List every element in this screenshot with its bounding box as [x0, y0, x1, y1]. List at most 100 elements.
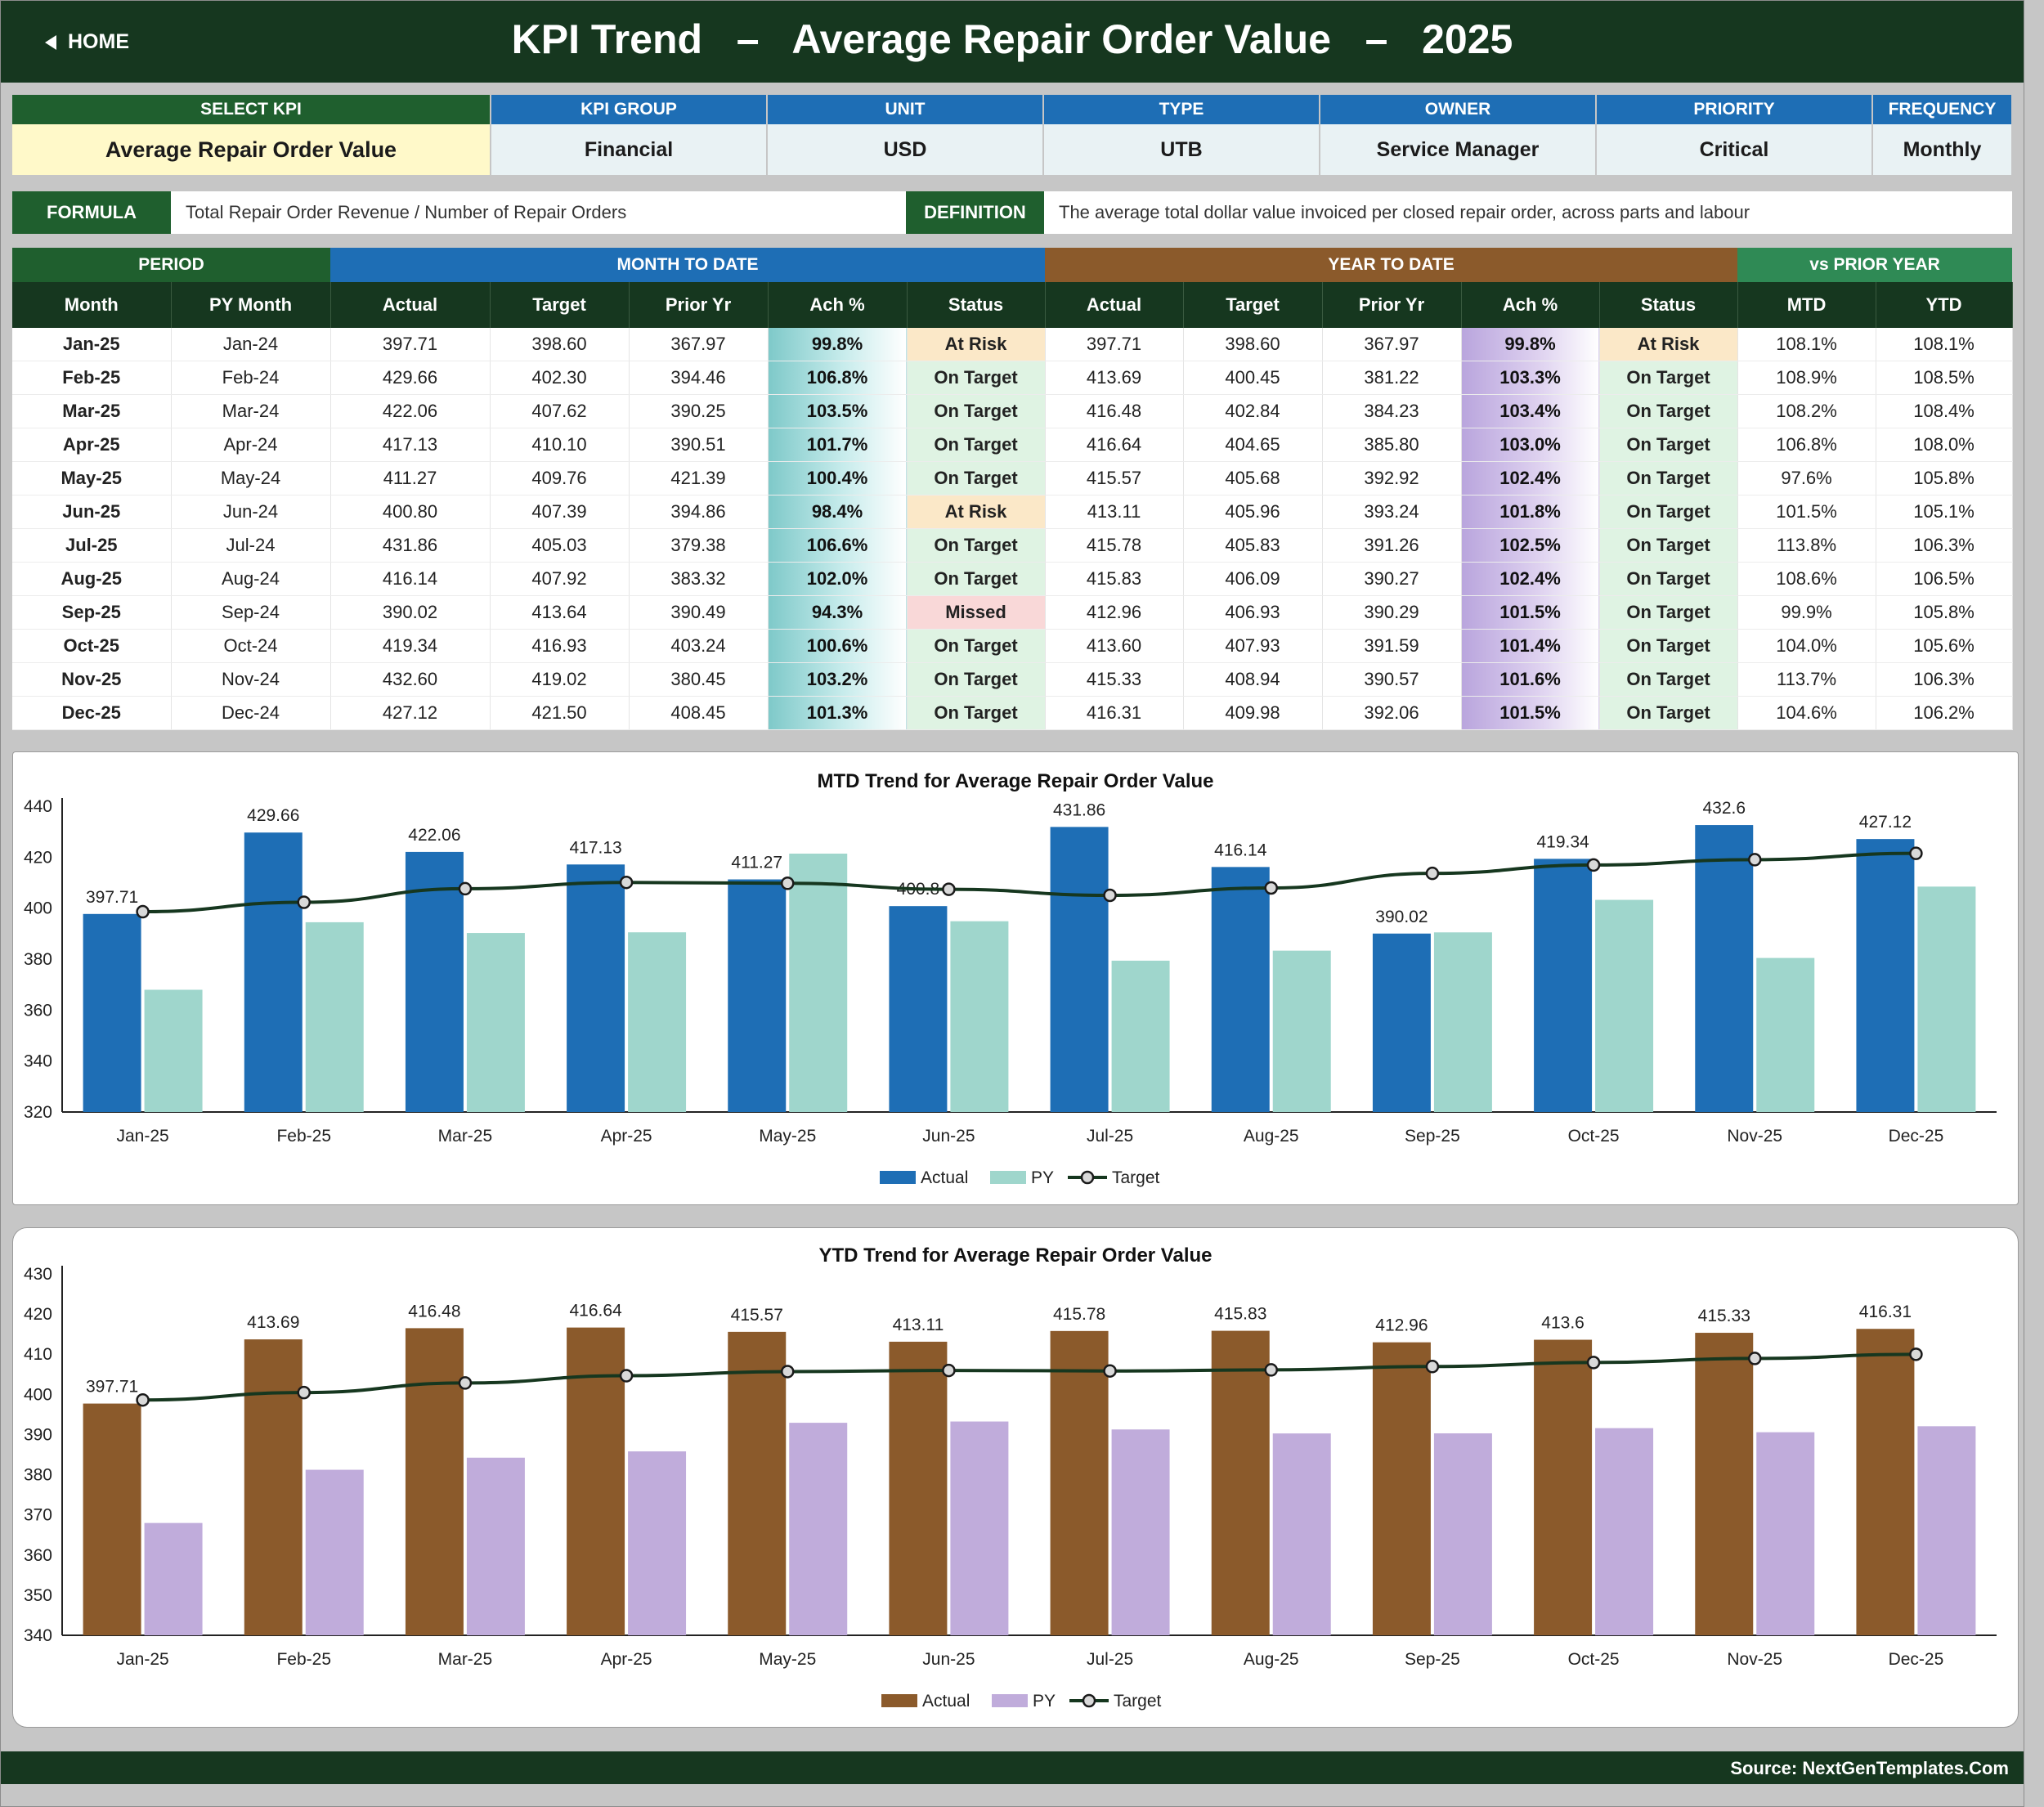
- legend-actual-swatch: [880, 1171, 916, 1184]
- target-point: [1586, 1356, 1601, 1370]
- legend-py-label: PY: [1031, 1168, 1054, 1187]
- target-point: [781, 876, 795, 890]
- table-cell: 408.45: [629, 696, 769, 730]
- achievement-cell: 106.8%: [768, 361, 908, 395]
- y-tick-label: 380: [24, 1466, 52, 1485]
- actual-bar: [567, 1327, 625, 1635]
- py-bar: [305, 921, 364, 1112]
- kpi-header: PRIORITY: [1596, 95, 1873, 124]
- target-point: [1264, 1363, 1278, 1377]
- table-cell: 390.51: [629, 428, 769, 462]
- achievement-cell: 103.2%: [768, 662, 908, 697]
- table-cell: Mar-24: [171, 394, 331, 428]
- status-badge: On Target: [1599, 629, 1738, 663]
- column-header-row: Month PY Month Actual Target Prior Yr Ach % St…: [12, 282, 2013, 328]
- actual-data-label: 412.96: [1375, 1316, 1428, 1335]
- table-cell: 392.92: [1322, 461, 1462, 495]
- status-badge: At Risk: [1599, 328, 1738, 361]
- target-point: [1748, 853, 1762, 867]
- month-cell: Sep-25: [12, 595, 172, 630]
- table-cell: 407.93: [1183, 629, 1323, 663]
- table-cell: 108.9%: [1737, 361, 1876, 395]
- x-tick-label: Jul-25: [1087, 1127, 1133, 1146]
- py-bar: [789, 1423, 848, 1635]
- kpi-header: SELECT KPI: [12, 95, 491, 124]
- column-header: Target: [490, 282, 630, 328]
- py-bar: [789, 854, 848, 1112]
- table-cell: 408.94: [1183, 662, 1323, 697]
- table-cell: 390.29: [1322, 595, 1462, 630]
- month-cell: Jul-25: [12, 528, 172, 563]
- actual-data-label: 390.02: [1375, 908, 1428, 926]
- home-button[interactable]: HOME: [45, 30, 129, 54]
- table-cell: 101.5%: [1737, 495, 1876, 529]
- x-tick-label: Mar-25: [438, 1127, 493, 1146]
- column-header: Month: [12, 282, 172, 328]
- table-cell: 384.23: [1322, 394, 1462, 428]
- table-cell: 419.02: [490, 662, 630, 697]
- py-bar: [1433, 1433, 1492, 1635]
- x-tick-label: Jan-25: [116, 1650, 168, 1669]
- table-body: Jan-25 Jan-24 397.71 398.60 367.97 99.8% At Ri…: [12, 328, 2013, 730]
- target-point: [136, 904, 150, 919]
- group-vs-prior-year: vs PRIOR YEAR: [1737, 248, 2013, 282]
- group-ytd: YEAR TO DATE: [1045, 248, 1738, 282]
- py-bar: [1917, 886, 1976, 1112]
- kpi-select-dropdown[interactable]: Average Repair Order Value: [12, 124, 491, 175]
- kpi-header: TYPE: [1043, 95, 1320, 124]
- achievement-cell: 102.0%: [768, 562, 908, 596]
- table-cell: 106.8%: [1737, 428, 1876, 462]
- table-cell: 404.65: [1183, 428, 1323, 462]
- legend-py-swatch: [992, 1694, 1028, 1707]
- actual-data-label: 397.71: [86, 888, 138, 907]
- table-cell: 367.97: [1322, 328, 1462, 361]
- status-badge: On Target: [1599, 595, 1738, 630]
- table-cell: 108.0%: [1876, 428, 2013, 462]
- target-point: [1586, 858, 1601, 872]
- legend-py-label: PY: [1033, 1692, 1056, 1711]
- y-tick-label: 400: [24, 899, 52, 918]
- table-cell: 367.97: [629, 328, 769, 361]
- group-mtd: MONTH TO DATE: [330, 248, 1046, 282]
- table-cell: 413.60: [1045, 629, 1184, 663]
- x-tick-label: Nov-25: [1727, 1127, 1782, 1146]
- table-cell: 105.8%: [1876, 461, 2013, 495]
- achievement-cell: 102.5%: [1461, 528, 1600, 563]
- status-badge: On Target: [1599, 662, 1738, 697]
- table-cell: 405.03: [490, 528, 630, 563]
- ytd-chart-panel: YTD Trend for Average Repair Order Value…: [12, 1227, 2019, 1728]
- legend-target-marker: [1082, 1693, 1096, 1708]
- definition-label: DEFINITION: [906, 191, 1044, 234]
- table-cell: 406.09: [1183, 562, 1323, 596]
- x-tick-label: Feb-25: [276, 1127, 331, 1146]
- table-cell: 413.11: [1045, 495, 1184, 529]
- actual-bar: [83, 1403, 141, 1635]
- table-cell: 392.06: [1322, 696, 1462, 730]
- status-badge: On Target: [907, 361, 1046, 395]
- actual-data-label: 416.14: [1214, 841, 1267, 859]
- table-cell: 413.69: [1045, 361, 1184, 395]
- x-tick-label: May-25: [759, 1650, 816, 1669]
- y-tick-label: 340: [24, 1626, 52, 1645]
- column-header: Status: [907, 282, 1046, 328]
- actual-data-label: 413.6: [1541, 1314, 1585, 1333]
- achievement-cell: 102.4%: [1461, 562, 1600, 596]
- table-cell: 106.5%: [1876, 562, 2013, 596]
- table-cell: 108.6%: [1737, 562, 1876, 596]
- table-cell: Sep-24: [171, 595, 331, 630]
- y-tick-label: 370: [24, 1506, 52, 1525]
- table-cell: 413.64: [490, 595, 630, 630]
- achievement-cell: 99.8%: [1461, 328, 1600, 361]
- column-header: Actual: [1045, 282, 1184, 328]
- achievement-cell: 103.0%: [1461, 428, 1600, 462]
- table-cell: Apr-24: [171, 428, 331, 462]
- table-cell: 390.02: [330, 595, 491, 630]
- table-cell: 407.39: [490, 495, 630, 529]
- actual-data-label: 419.34: [1536, 832, 1589, 851]
- actual-data-label: 431.86: [1053, 800, 1105, 819]
- x-tick-label: Apr-25: [601, 1650, 652, 1669]
- actual-data-label: 413.69: [247, 1313, 299, 1332]
- x-tick-label: Sep-25: [1405, 1650, 1460, 1669]
- table-row: Dec-25 Dec-24 427.12 421.50 408.45 101.3% On T…: [12, 696, 2013, 730]
- target-point: [136, 1392, 150, 1407]
